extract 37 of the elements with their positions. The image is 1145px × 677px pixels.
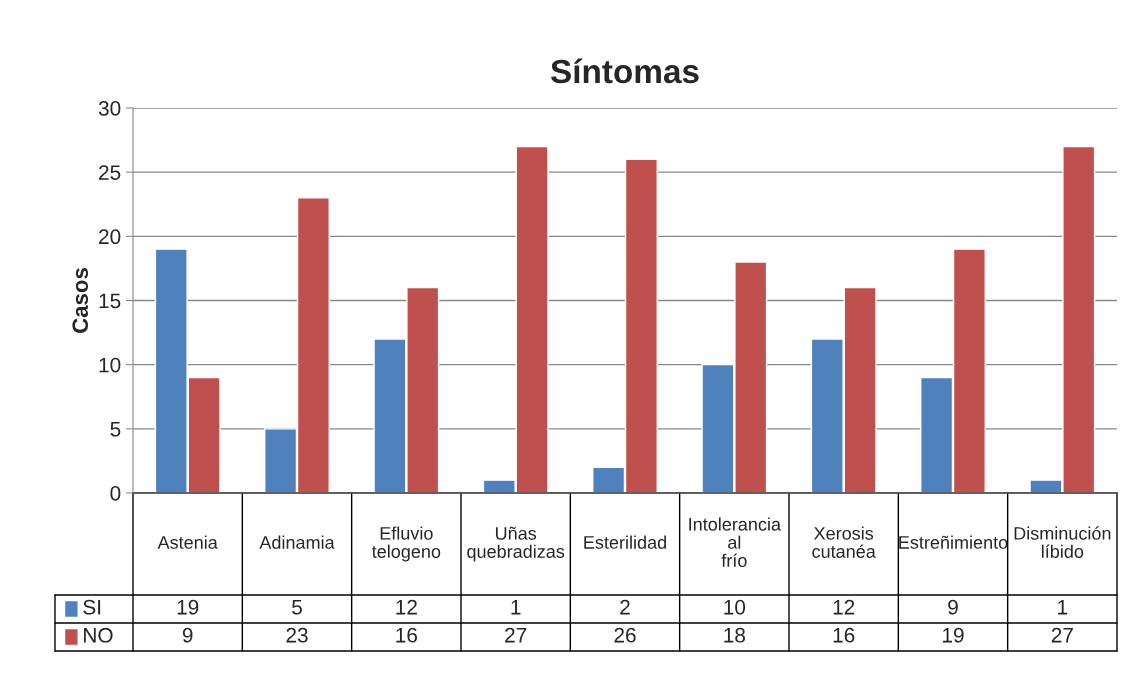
data-label: 1 <box>511 600 521 615</box>
data-label: 5 <box>292 600 302 615</box>
data-label: 26 <box>614 627 636 643</box>
x-tick-label: Uñas quebradizas <box>467 526 565 562</box>
y-tick-label: 0 <box>110 486 121 501</box>
data-label: 16 <box>833 627 855 643</box>
data-label: 12 <box>396 599 417 615</box>
x-tick-label: Esterilidad <box>584 535 666 549</box>
x-tick-label: Adinamia <box>259 535 335 549</box>
y-tick-label: 30 <box>98 101 121 116</box>
y-axis-title: Casos <box>72 268 89 333</box>
y-tick-label: 20 <box>99 229 121 245</box>
data-label: 2 <box>620 599 630 615</box>
y-tick-label: 10 <box>99 357 121 373</box>
x-tick-label: Intolerancia al frío <box>689 517 782 567</box>
data-label: 16 <box>396 627 418 643</box>
data-label: 19 <box>943 627 964 643</box>
data-label: 27 <box>1051 627 1073 643</box>
y-tick-label: 25 <box>99 165 121 180</box>
data-label: 18 <box>724 627 746 643</box>
data-label: 9 <box>948 599 958 615</box>
data-label: 12 <box>833 599 855 615</box>
x-tick-label: Efluvio telogeno <box>371 526 441 562</box>
chart-title: Síntomas <box>550 58 699 84</box>
legend-label: SI <box>83 599 101 615</box>
x-tick-label: Astenia <box>157 535 218 549</box>
x-tick-label: Disminución líbido <box>1014 526 1111 558</box>
x-tick-label: Xerosis cutanéa <box>812 526 876 558</box>
data-label: 27 <box>505 627 527 643</box>
y-tick-label: 5 <box>110 422 121 437</box>
data-label: 19 <box>177 599 199 615</box>
data-label: 9 <box>182 627 193 643</box>
legend-label: NO <box>84 627 113 643</box>
data-label: 10 <box>724 599 746 615</box>
data-label: 1 <box>1058 600 1068 615</box>
y-tick-label: 15 <box>99 293 121 309</box>
data-label: 23 <box>286 627 308 643</box>
